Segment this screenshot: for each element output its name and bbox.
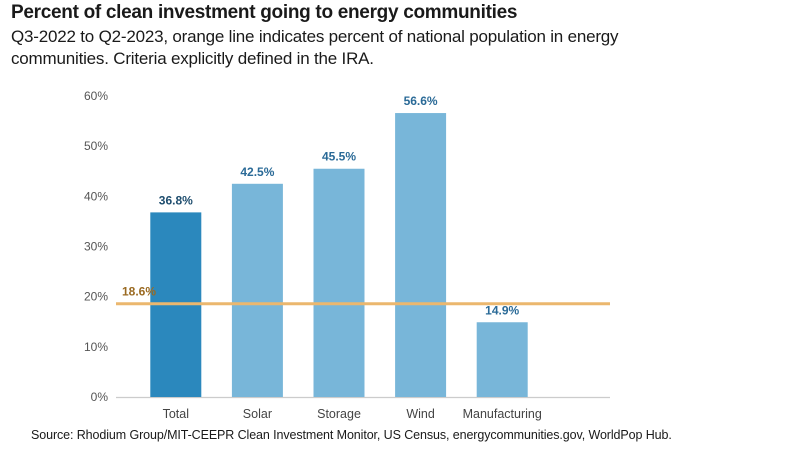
bar-solar xyxy=(231,183,283,397)
y-tick-label: 10% xyxy=(84,340,108,354)
reference-line-label: 18.6% xyxy=(122,285,156,299)
value-label-wind: 56.6% xyxy=(404,94,438,108)
value-label-solar: 42.5% xyxy=(240,165,274,179)
bar-manufacturing xyxy=(476,322,528,397)
bar-wind xyxy=(395,113,447,397)
value-label-total: 36.8% xyxy=(159,193,193,207)
value-labels-group: 36.8% 42.5% 45.5% 56.6% 14.9% xyxy=(159,94,520,317)
chart-title: Percent of clean investment going to ene… xyxy=(11,2,518,23)
y-tick-label: 50% xyxy=(84,139,108,153)
y-tick-label: 60% xyxy=(84,89,108,103)
y-tick-label: 30% xyxy=(84,240,108,254)
y-tick-label: 40% xyxy=(84,189,108,203)
x-tick-label: Manufacturing xyxy=(463,407,542,421)
source-note: Source: Rhodium Group/MIT-CEEPR Clean In… xyxy=(31,428,672,442)
y-tick-label: 0% xyxy=(91,390,109,404)
x-tick-label: Wind xyxy=(406,407,435,421)
value-label-manufacturing: 14.9% xyxy=(485,303,519,317)
y-tick-label: 20% xyxy=(84,290,108,304)
y-axis: 0% 10% 20% 30% 40% 50% 60% xyxy=(84,89,108,404)
x-tick-label: Solar xyxy=(243,407,272,421)
bar-storage xyxy=(313,168,365,397)
bars-group xyxy=(150,113,528,397)
value-label-storage: 45.5% xyxy=(322,150,356,164)
x-axis: Total Solar Storage Wind Manufacturing xyxy=(163,407,542,421)
x-tick-label: Storage xyxy=(317,407,361,421)
chart-subtitle: Q3-2022 to Q2-2023, orange line indicate… xyxy=(11,27,619,68)
x-tick-label: Total xyxy=(163,407,189,421)
